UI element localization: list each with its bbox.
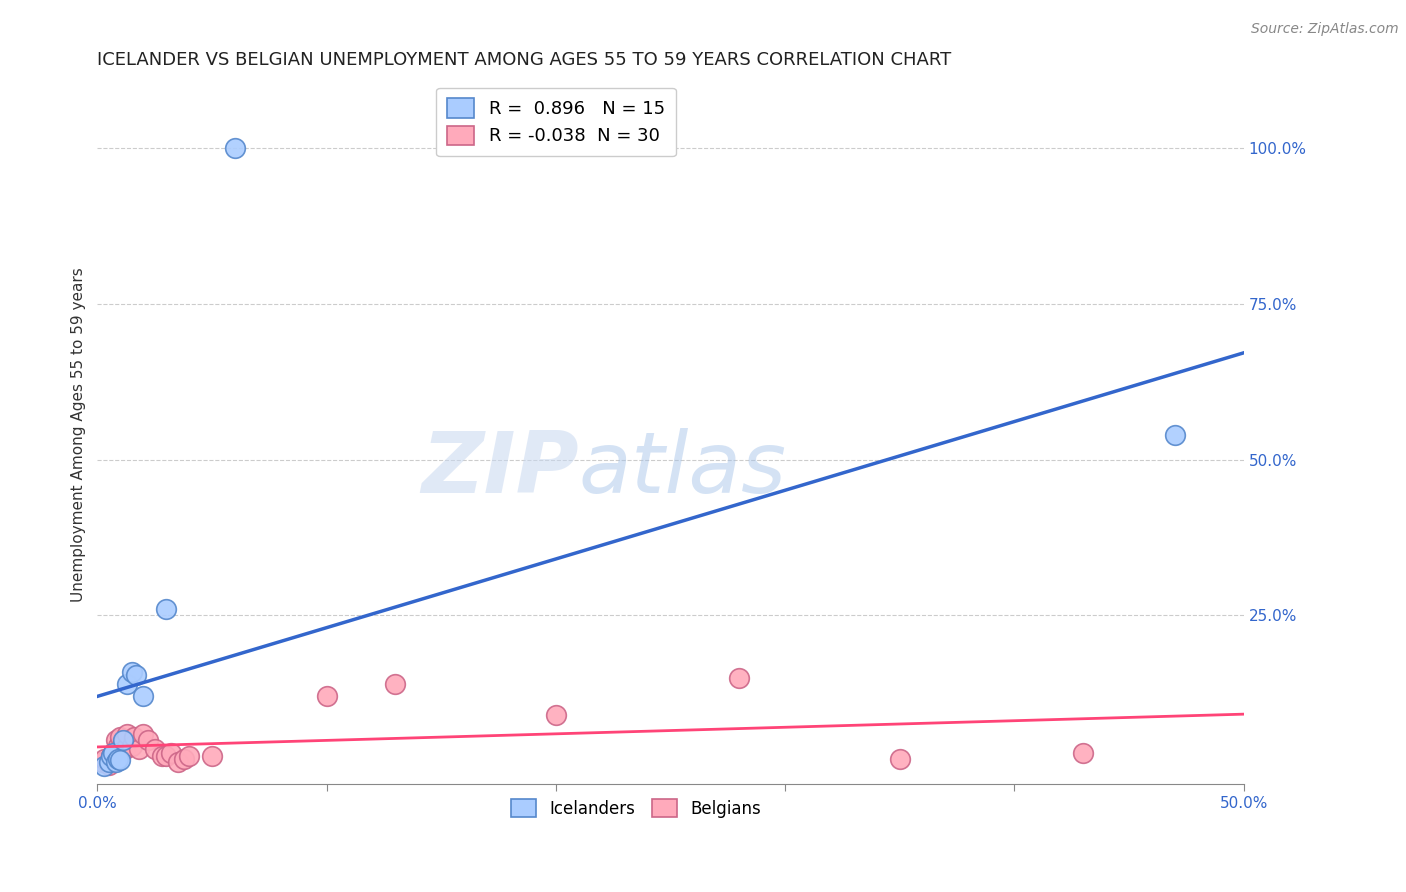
Point <box>201 748 224 763</box>
Point <box>97 755 120 769</box>
Point <box>107 752 129 766</box>
Point <box>103 746 125 760</box>
Point <box>121 739 143 754</box>
Point <box>103 746 125 760</box>
Point <box>93 752 115 766</box>
Point <box>93 759 115 773</box>
Text: atlas: atlas <box>579 428 787 511</box>
Point <box>384 677 406 691</box>
Point <box>115 677 138 691</box>
Point <box>114 742 136 756</box>
Y-axis label: Unemployment Among Ages 55 to 59 years: Unemployment Among Ages 55 to 59 years <box>72 268 86 602</box>
Point <box>132 690 155 704</box>
Point <box>91 755 114 769</box>
Point <box>143 742 166 756</box>
Point <box>889 752 911 766</box>
Point <box>128 742 150 756</box>
Point <box>1164 427 1187 442</box>
Point <box>166 755 188 769</box>
Point <box>111 736 134 750</box>
Point <box>136 733 159 747</box>
Text: ICELANDER VS BELGIAN UNEMPLOYMENT AMONG AGES 55 TO 59 YEARS CORRELATION CHART: ICELANDER VS BELGIAN UNEMPLOYMENT AMONG … <box>97 51 952 69</box>
Point <box>104 733 127 747</box>
Point <box>104 755 127 769</box>
Text: Source: ZipAtlas.com: Source: ZipAtlas.com <box>1251 22 1399 37</box>
Point <box>110 730 132 744</box>
Point <box>125 667 148 681</box>
Point <box>132 727 155 741</box>
Point <box>122 730 145 744</box>
Legend: Icelanders, Belgians: Icelanders, Belgians <box>505 792 768 824</box>
Point <box>159 746 181 760</box>
Point <box>97 758 120 772</box>
Point <box>224 141 246 155</box>
Point <box>315 690 337 704</box>
Point <box>111 733 134 747</box>
Point <box>155 748 177 763</box>
Point <box>115 727 138 741</box>
Point <box>728 671 751 685</box>
Point <box>121 665 143 679</box>
Point <box>173 752 195 766</box>
Point <box>107 739 129 754</box>
Point <box>150 748 173 763</box>
Point <box>110 753 132 767</box>
Point <box>100 748 122 763</box>
Point <box>1071 746 1094 760</box>
Point <box>100 748 122 763</box>
Text: ZIP: ZIP <box>422 428 579 511</box>
Point <box>177 748 200 763</box>
Point <box>155 602 177 616</box>
Point <box>544 708 567 723</box>
